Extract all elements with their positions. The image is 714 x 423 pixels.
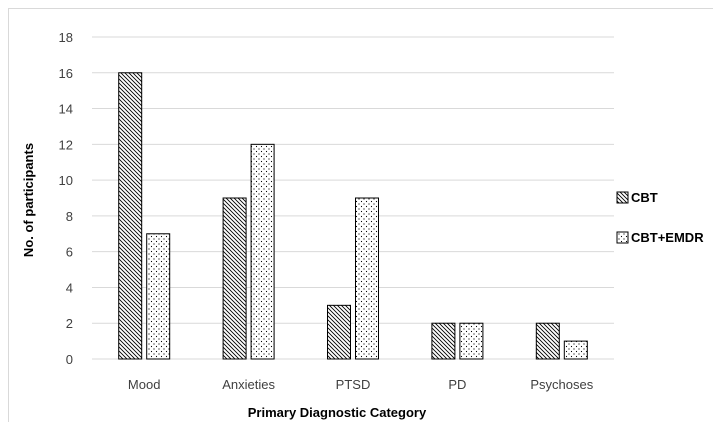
- chart-frame: [8, 8, 713, 422]
- x-tick-label: PTSD: [336, 377, 371, 392]
- y-tick-label: 8: [66, 209, 73, 224]
- x-tick-label: PD: [448, 377, 466, 392]
- y-tick-label: 0: [66, 352, 73, 367]
- y-axis-title: No. of participants: [21, 143, 36, 257]
- legend-label: CBT: [631, 190, 658, 205]
- bar-cbt-emdr-pd: [459, 322, 484, 360]
- y-tick-label: 2: [66, 316, 73, 331]
- y-tick-label: 18: [59, 30, 73, 45]
- bar-cbt-emdr-psychoses: [563, 340, 588, 360]
- bar-cbt-pd: [431, 322, 456, 360]
- y-tick-label: 6: [66, 245, 73, 260]
- bar-cbt-mood: [118, 72, 143, 360]
- legend: CBT CBT+EMDR: [616, 190, 704, 245]
- y-tick-label: 12: [59, 137, 73, 152]
- y-tick-label: 14: [59, 102, 73, 117]
- x-tick-label: Mood: [128, 377, 161, 392]
- y-tick-labels: 0 2 4 6 8 10 12 14 16 18: [59, 30, 73, 367]
- bar-cbt-ptsd: [327, 304, 351, 360]
- x-tick-label: Anxieties: [222, 377, 275, 392]
- x-tick-labels: Mood Anxieties PTSD PD Psychoses: [128, 377, 594, 392]
- legend-label: CBT+EMDR: [631, 230, 704, 245]
- bar-cbt-emdr-mood: [146, 233, 171, 360]
- bar-cbt-anxieties: [222, 197, 247, 360]
- gridlines: [92, 36, 614, 360]
- y-tick-label: 10: [59, 173, 73, 188]
- y-tick-label: 4: [66, 280, 73, 295]
- x-tick-label: Psychoses: [530, 377, 593, 392]
- bar-cbt-emdr-ptsd: [355, 197, 379, 360]
- bar-cbt-psychoses: [535, 322, 560, 360]
- bars: [118, 72, 588, 360]
- legend-swatch: [616, 191, 629, 204]
- legend-swatch: [616, 231, 629, 244]
- bar-cbt-emdr-anxieties: [250, 143, 275, 360]
- x-axis-title: Primary Diagnostic Category: [248, 405, 427, 420]
- y-tick-label: 16: [59, 66, 73, 81]
